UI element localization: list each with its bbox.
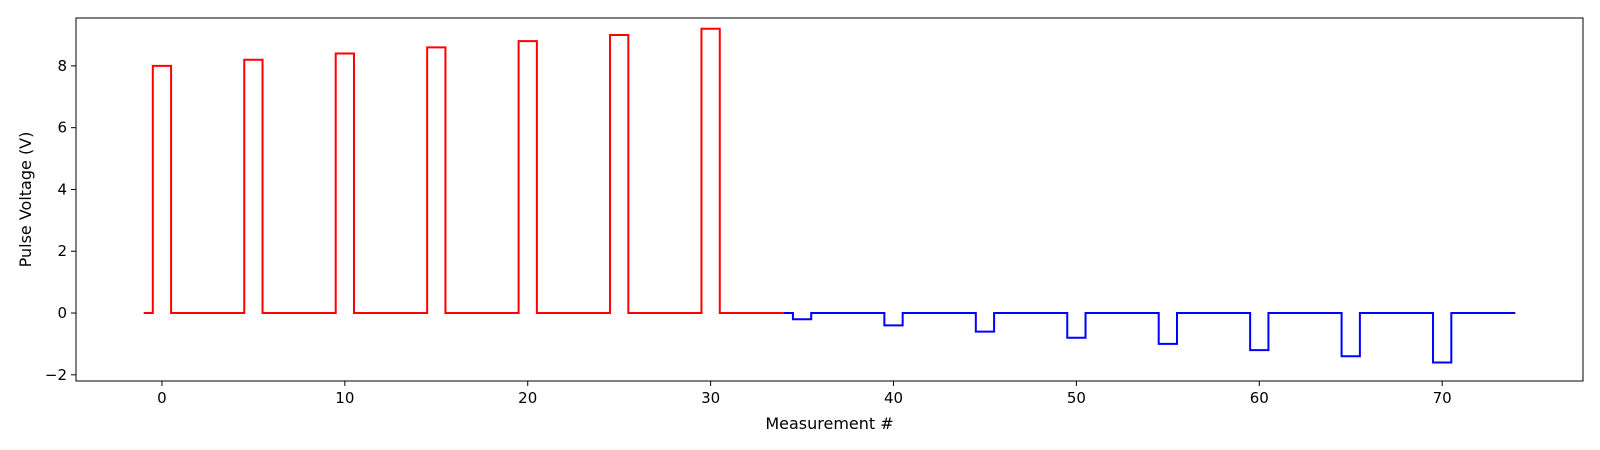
y-tick-label: 2 [57,242,67,260]
series-line-1 [143,27,784,315]
x-tick-label: 0 [157,389,167,407]
x-tick-label: 10 [335,389,354,407]
y-tick-label: 8 [57,57,67,75]
x-tick-label: 60 [1250,389,1269,407]
x-tick-label: 50 [1067,389,1086,407]
series-layer [143,27,1516,364]
y-axis: −2 0 2 4 6 8 [45,57,76,384]
y-tick-label: −2 [45,366,67,384]
x-tick-label: 30 [701,389,720,407]
y-tick-label: 4 [57,180,67,198]
x-tick-label: 70 [1433,389,1452,407]
plot-frame [75,17,1584,382]
x-tick-label: 40 [884,389,903,407]
y-tick-label: 0 [57,304,67,322]
y-tick-label: 6 [57,119,67,137]
series-line-2 [783,312,1516,364]
x-tick-label: 20 [518,389,537,407]
x-axis: 0 10 20 30 40 50 60 70 [157,381,1452,407]
y-axis-label: Pulse Voltage (V) [16,132,35,268]
x-axis-label: Measurement # [765,414,893,433]
plot-background [76,18,1583,381]
